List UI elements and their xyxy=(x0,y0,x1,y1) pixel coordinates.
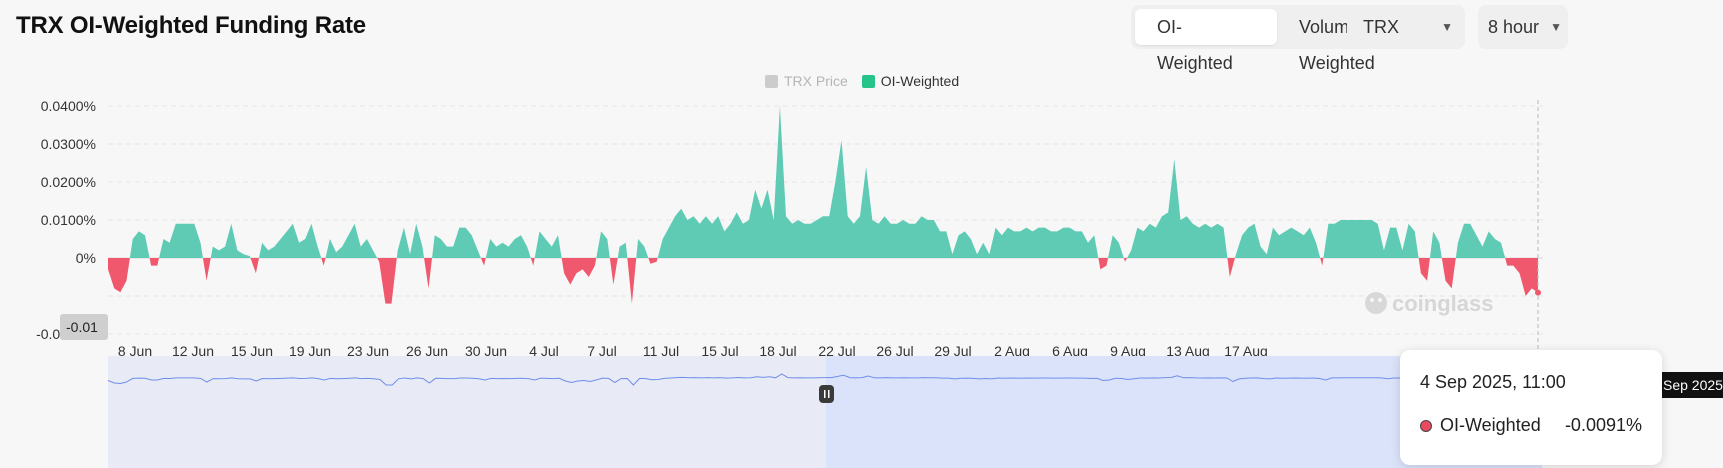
page-title: TRX OI-Weighted Funding Rate xyxy=(16,12,366,39)
crosshair-y-label: -0.01 xyxy=(60,314,108,340)
chevron-down-icon: ▼ xyxy=(1441,20,1453,34)
symbol-select-value: TRX xyxy=(1363,17,1399,37)
navigator-series-line xyxy=(107,373,1543,386)
x-tick-label: 30 Jun xyxy=(465,343,507,359)
x-tick-label: 8 Jun xyxy=(118,343,152,359)
interval-select[interactable]: 8 hour ▼ xyxy=(1478,5,1568,49)
chart-legend: TRX Price OI-Weighted xyxy=(765,73,959,89)
x-tick-label: 19 Jun xyxy=(289,343,331,359)
tooltip-value: -0.0091% xyxy=(1564,415,1642,435)
x-tick-label: 2 Aug xyxy=(994,343,1030,359)
x-tick-label: 11 Jul xyxy=(643,343,679,359)
series-area-negative xyxy=(108,258,1538,304)
x-tick-label: 12 Jun xyxy=(172,343,214,359)
legend-item-trx-price[interactable]: TRX Price xyxy=(765,73,848,89)
crosshair-x-label: 4 Sep 2025, 11:00 xyxy=(1655,372,1723,398)
tooltip-series: OI-Weighted xyxy=(1440,415,1541,435)
x-tick-label: 6 Aug xyxy=(1052,343,1088,359)
x-tick-label: 15 Jun xyxy=(231,343,273,359)
y-tick-label: 0.0100% xyxy=(41,212,96,228)
legend-swatch xyxy=(765,74,778,88)
x-tick-label: 4 Jul xyxy=(529,343,559,359)
legend-label: OI-Weighted xyxy=(880,73,960,89)
hover-point xyxy=(1535,289,1541,296)
x-tick-label: 18 Jul xyxy=(759,343,796,359)
coinglass-watermark: coinglass xyxy=(1365,291,1493,316)
y-tick-label: 0% xyxy=(76,250,96,266)
x-tick-label: 17 Aug xyxy=(1224,343,1268,359)
x-tick-label: 26 Jul xyxy=(876,343,913,359)
legend-swatch xyxy=(861,74,875,88)
x-tick-label: 15 Jul xyxy=(701,343,738,359)
watermark-text: coinglass xyxy=(1392,291,1493,316)
x-tick-label: 22 Jul xyxy=(818,343,855,359)
crosshair-x-text: 4 Sep 2025, 11:00 xyxy=(1663,377,1723,393)
logo-eye xyxy=(1370,298,1374,302)
x-tick-label: 13 Aug xyxy=(1166,343,1210,359)
symbol-select[interactable]: TRX ▼ xyxy=(1347,5,1465,49)
navigator-background xyxy=(108,356,826,468)
tab-oi-weighted[interactable]: OI-Weighted xyxy=(1135,9,1278,73)
legend-label: TRX Price xyxy=(784,73,848,89)
tooltip-row: OI-Weighted -0.0091% xyxy=(1420,415,1642,436)
y-tick-label: 0.0300% xyxy=(41,136,96,152)
x-tick-label: 26 Jun xyxy=(406,343,448,359)
navigator-handle-left[interactable] xyxy=(819,385,834,403)
x-tick-label: 29 Jul xyxy=(934,343,971,359)
x-tick-label: 23 Jun xyxy=(347,343,389,359)
series-marker-icon xyxy=(1420,419,1432,432)
chart-tooltip: 4 Sep 2025, 11:00 OI-Weighted -0.0091% xyxy=(1400,350,1662,465)
x-tick-label: 9 Aug xyxy=(1110,343,1146,359)
logo-eye xyxy=(1378,298,1382,302)
y-tick-label: 0.0200% xyxy=(41,174,96,190)
legend-item-oi-weighted[interactable]: OI-Weighted xyxy=(861,73,960,89)
chevron-down-icon: ▼ xyxy=(1550,20,1562,34)
series-area-positive xyxy=(108,106,1538,258)
x-tick-label: 7 Jul xyxy=(587,343,617,359)
coinglass-logo-icon xyxy=(1365,292,1387,314)
interval-select-value: 8 hour xyxy=(1488,17,1540,37)
tooltip-date: 4 Sep 2025, 11:00 xyxy=(1420,372,1566,392)
y-tick-label: 0.0400% xyxy=(41,98,96,114)
